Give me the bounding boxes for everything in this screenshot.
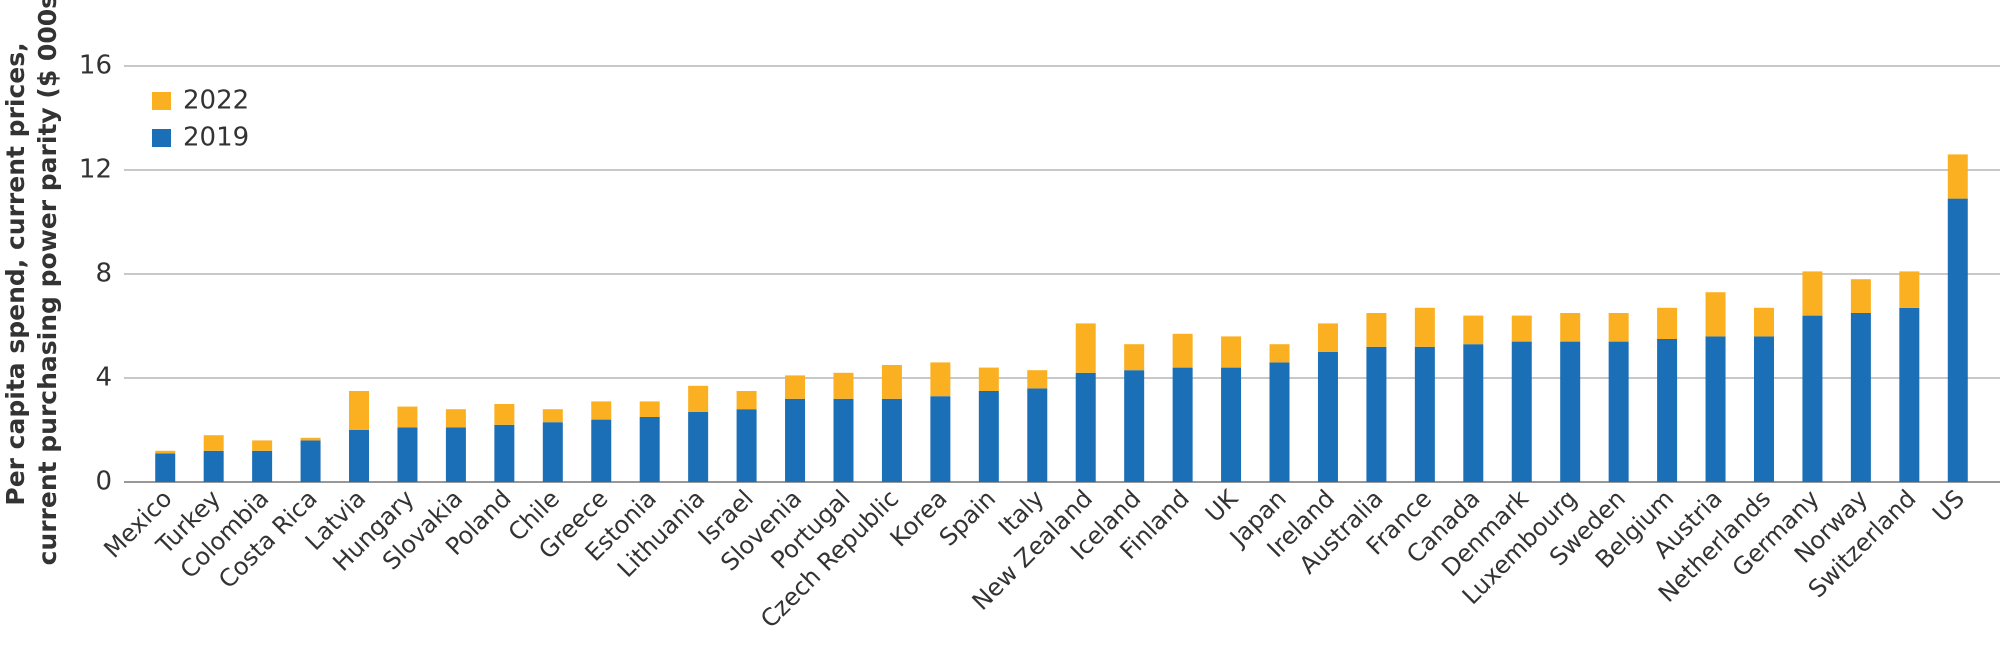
- bar-segment: [349, 391, 370, 430]
- bar-segment: [1560, 313, 1581, 342]
- bar-segment: [494, 424, 515, 482]
- legend-swatch: [152, 129, 171, 147]
- bar-segment: [494, 404, 515, 425]
- bar-segment: [785, 375, 806, 399]
- bar-segment: [1657, 307, 1678, 339]
- bar-segment: [639, 401, 660, 417]
- bar-segment: [1753, 336, 1774, 482]
- bar-segment: [1511, 341, 1532, 482]
- bar-segment: [736, 391, 757, 410]
- bar-segment: [1560, 341, 1581, 482]
- bar-segment: [1221, 367, 1242, 482]
- y-axis-title: current purchasing power parity ($ 000s): [33, 0, 62, 565]
- bar-segment: [1172, 367, 1193, 482]
- bar-segment: [1366, 313, 1387, 347]
- bar-segment: [1172, 333, 1193, 368]
- bar-segment: [1802, 271, 1823, 316]
- x-tick-label: Spain: [934, 484, 1001, 551]
- bar-segment: [591, 401, 612, 420]
- bar-segment: [1947, 198, 1968, 482]
- bar-segment: [930, 362, 951, 397]
- bar-segment: [785, 398, 806, 482]
- bar-segment: [1608, 341, 1629, 482]
- x-tick-label: US: [1927, 484, 1970, 527]
- bar-segment: [445, 409, 466, 428]
- bar-segment: [1414, 346, 1435, 482]
- bar-segment: [300, 440, 321, 482]
- legend-label: 2022: [183, 86, 249, 116]
- bar-segment: [542, 422, 563, 482]
- bar-segment: [397, 406, 418, 428]
- y-tick-label: 8: [95, 259, 112, 289]
- bar-segment: [445, 427, 466, 482]
- bar-segment: [397, 427, 418, 482]
- bar-segment: [1947, 154, 1968, 199]
- bar-segment: [978, 367, 999, 391]
- bar-segment: [1899, 307, 1920, 482]
- bar-segment: [155, 453, 176, 482]
- bar-segment: [930, 396, 951, 482]
- bar-segment: [1414, 307, 1435, 347]
- bar-segment: [1899, 271, 1920, 308]
- bar-segment: [1269, 362, 1290, 482]
- bar-segment: [1221, 336, 1242, 368]
- bar-segment: [1608, 313, 1629, 342]
- bar-segment: [1366, 346, 1387, 482]
- bar-segment: [833, 372, 854, 399]
- bar-segment: [155, 450, 176, 454]
- bar-segment: [1317, 352, 1338, 482]
- bar-segment: [833, 398, 854, 482]
- bar-segment: [881, 398, 902, 482]
- bar-segment: [1753, 307, 1774, 337]
- legend-swatch: [152, 92, 171, 110]
- x-tick-label: Korea: [885, 484, 953, 552]
- bar-segment: [1027, 370, 1048, 389]
- y-axis-title: Per capita spend, current prices,: [1, 42, 30, 505]
- y-tick-label: 12: [79, 155, 112, 185]
- y-tick-label: 4: [95, 363, 112, 393]
- bar-segment: [1657, 339, 1678, 482]
- bar-segment: [1124, 370, 1145, 482]
- bar-segment: [1075, 323, 1096, 373]
- bar-segment: [881, 365, 902, 399]
- y-tick-label: 16: [79, 51, 112, 81]
- bar-segment: [252, 440, 273, 451]
- bar-segment: [1463, 344, 1484, 482]
- bar-segment: [1317, 323, 1338, 352]
- y-tick-label: 0: [95, 467, 112, 497]
- bar-segment: [1705, 336, 1726, 482]
- bar-segment: [1850, 313, 1871, 482]
- bar-segment: [1511, 315, 1532, 342]
- bar-segment: [639, 417, 660, 482]
- bar-segment: [1850, 279, 1871, 313]
- bar-segment: [1463, 315, 1484, 345]
- bar-segment: [542, 409, 563, 423]
- bar-segment: [1802, 315, 1823, 482]
- bar-segment: [203, 450, 224, 482]
- legend-label: 2019: [183, 123, 249, 153]
- bar-segment: [1705, 292, 1726, 337]
- bar-segment: [1075, 372, 1096, 482]
- bar-segment: [1124, 344, 1145, 371]
- bar-segment: [978, 391, 999, 482]
- bar-segment: [203, 435, 224, 451]
- bar-segment: [688, 385, 709, 412]
- bar-segment: [591, 419, 612, 482]
- bar-segment: [688, 411, 709, 482]
- bar-segment: [300, 437, 321, 441]
- bar-segment: [1027, 388, 1048, 482]
- bar-segment: [349, 430, 370, 482]
- bar-segment: [736, 409, 757, 482]
- bar-segment: [252, 450, 273, 482]
- bar-segment: [1269, 344, 1290, 363]
